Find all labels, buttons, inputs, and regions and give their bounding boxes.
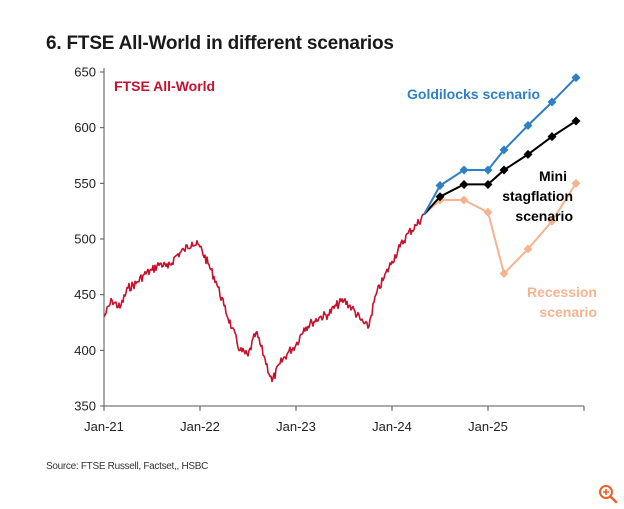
- y-tick-label: 550: [74, 176, 96, 191]
- data-point-goldilocks: [547, 97, 557, 107]
- data-point-goldilocks: [483, 165, 493, 175]
- series-line-goldilocks: [423, 76, 577, 215]
- data-point-goldilocks: [499, 145, 509, 155]
- x-tick-label: Jan-24: [372, 419, 412, 434]
- data-point-goldilocks: [523, 120, 533, 130]
- series-label-recession: scenario: [539, 304, 597, 320]
- data-point-goldilocks: [435, 181, 445, 191]
- series-label-mini-stagflation: scenario: [515, 208, 573, 224]
- data-point-mini-stagflation: [459, 179, 469, 189]
- data-point-recession: [571, 178, 581, 188]
- chart-title: 6. FTSE All-World in different scenarios: [46, 33, 394, 54]
- data-point-goldilocks: [459, 165, 469, 175]
- data-point-mini-stagflation: [571, 116, 581, 126]
- series-label-mini-stagflation: stagflation: [502, 188, 573, 204]
- source-note: Source: FTSE Russell, Factset,, HSBC: [46, 461, 209, 472]
- data-point-mini-stagflation: [547, 132, 557, 142]
- x-tick-label: Jan-22: [180, 419, 220, 434]
- y-tick-label: 600: [74, 120, 96, 135]
- series-label-ftse: FTSE All-World: [114, 78, 215, 94]
- data-point-mini-stagflation: [499, 165, 509, 175]
- series-line-ftse: [103, 213, 425, 383]
- data-point-recession: [459, 195, 469, 205]
- series-label-goldilocks: Goldilocks scenario: [407, 86, 540, 102]
- x-tick-label: Jan-21: [84, 419, 124, 434]
- data-point-recession: [499, 269, 509, 279]
- series-line-mini-stagflation: [423, 120, 577, 216]
- data-point-goldilocks: [571, 73, 581, 83]
- zoom-in-icon[interactable]: [597, 484, 619, 504]
- x-tick-label: Jan-25: [468, 419, 508, 434]
- data-point-recession: [547, 216, 557, 226]
- y-tick-label: 450: [74, 287, 96, 302]
- y-tick-label: 500: [74, 232, 96, 247]
- series-label-recession: Recession: [527, 284, 597, 300]
- y-tick-label: 350: [74, 399, 96, 414]
- data-point-mini-stagflation: [523, 149, 533, 159]
- data-point-mini-stagflation: [435, 192, 445, 202]
- data-point-mini-stagflation: [483, 179, 493, 189]
- y-tick-label: 400: [74, 343, 96, 358]
- x-tick-label: Jan-23: [276, 419, 316, 434]
- data-point-recession: [523, 244, 533, 254]
- series-label-mini-stagflation: Mini: [539, 168, 567, 184]
- data-point-recession: [483, 207, 493, 217]
- y-tick-label: 650: [74, 65, 96, 80]
